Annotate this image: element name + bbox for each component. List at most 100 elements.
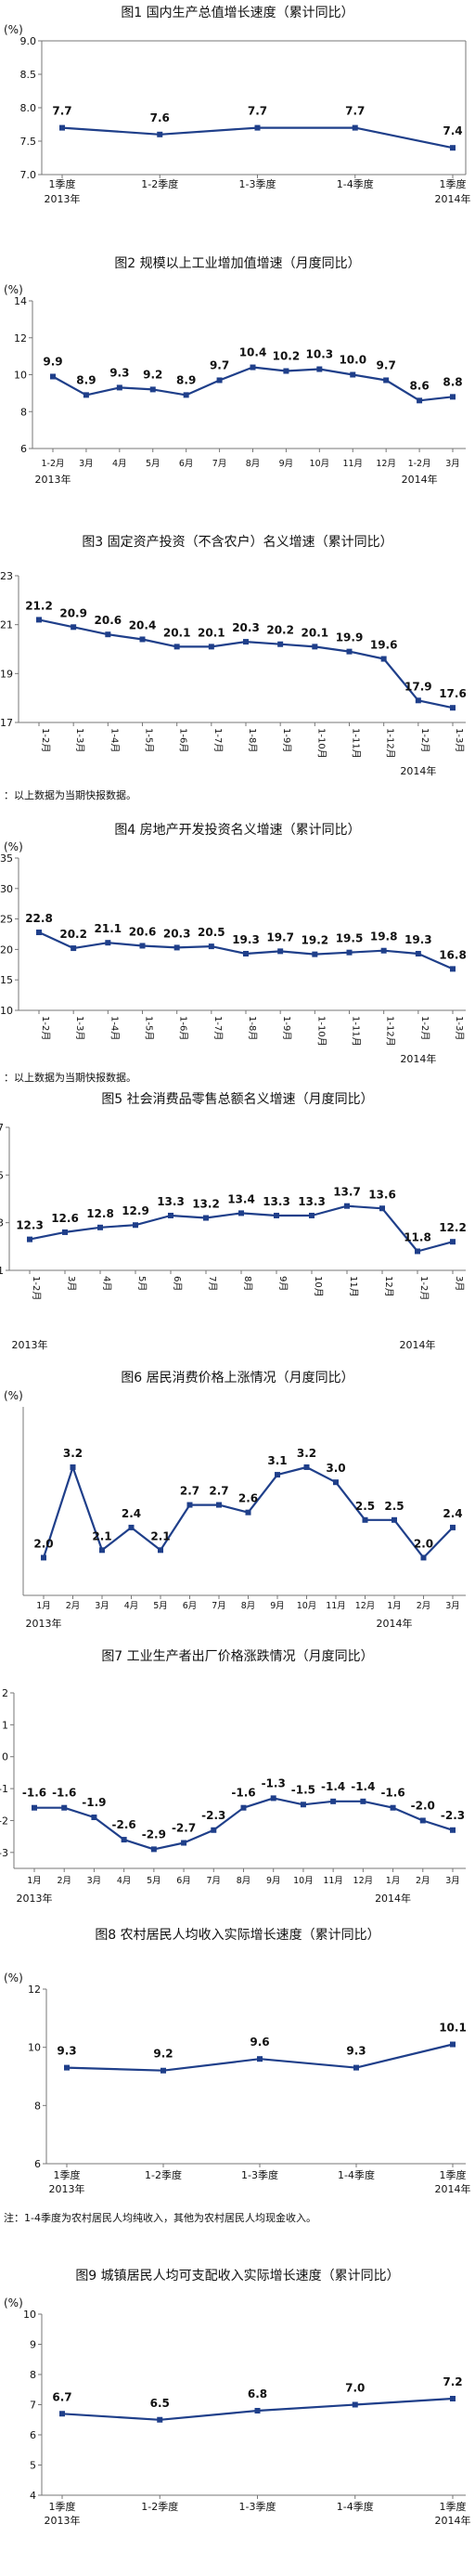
chart-5-xcat-label: 1-2月 xyxy=(31,1276,42,1300)
chart-3-data-label: 20.3 xyxy=(232,621,260,634)
chart-8-data-label: 10.1 xyxy=(439,2022,467,2035)
chart-3-ytick-label: 21 xyxy=(0,619,13,631)
chart-7-data-label: -2.7 xyxy=(172,1822,196,1835)
chart-3-xcat-label: 1-11月 xyxy=(351,728,362,759)
chart-4-note: ：以上数据为当期快报数据。 xyxy=(4,1071,136,1084)
chart-2-data-label: 9.2 xyxy=(143,368,162,381)
chart-5-xcat-label: 11月 xyxy=(348,1276,359,1297)
chart-1-year-label: 2014年 xyxy=(435,192,471,205)
chart-4-point xyxy=(415,950,421,956)
chart-4-ytick-label: 35 xyxy=(0,852,13,865)
chart-7-point xyxy=(270,1795,276,1802)
chart-2-xcat-label: 4月 xyxy=(112,459,127,469)
chart-9-point xyxy=(254,2408,261,2413)
chart-6-point xyxy=(70,1464,76,1470)
chart-6-xcat-label: 9月 xyxy=(270,1601,285,1611)
chart-7-data-label: -1.6 xyxy=(231,1787,255,1800)
chart-6-data-label: 2.1 xyxy=(150,1529,170,1542)
chart-4-xcat-label: 1-3月 xyxy=(454,1016,465,1040)
chart-5-point xyxy=(203,1215,209,1221)
chart-9-data-label: 6.8 xyxy=(248,2387,267,2400)
chart-3-xcat-label: 1-9月 xyxy=(281,728,292,752)
chart-3-point xyxy=(415,697,421,704)
chart-6-point xyxy=(158,1547,163,1554)
chart-4-point xyxy=(36,930,42,936)
chart-5-data-label: 13.3 xyxy=(157,1195,185,1208)
chart-8-xcat-label: 1季度 xyxy=(440,2168,467,2181)
chart-7-ytick-label: -1 xyxy=(0,1783,8,1795)
chart-5-xcat-label: 1-2月 xyxy=(418,1276,430,1300)
chart-9-title: 图9 城镇居民人均可支配收入实际增长速度（累计同比） xyxy=(75,2269,399,2283)
chart-4-data-label: 19.3 xyxy=(404,933,432,946)
chart-5-data-label: 11.8 xyxy=(404,1230,431,1243)
chart-8-ytick-label: 8 xyxy=(34,2100,41,2112)
chart-7-data-label: -1.4 xyxy=(321,1780,345,1793)
chart-4-ytick-label: 20 xyxy=(0,943,13,956)
chart-2-ytick-label: 8 xyxy=(20,406,27,418)
chart-6-xcat-label: 2月 xyxy=(66,1601,81,1611)
chart-7-data-label: -2.9 xyxy=(142,1828,166,1841)
chart-3-xcat-label: 1-5月 xyxy=(144,728,155,752)
chart-1-data-label: 7.4 xyxy=(443,124,462,137)
chart-2-ytick-label: 14 xyxy=(14,295,27,307)
chart-6-xcat-label: 11月 xyxy=(326,1601,346,1611)
chart-5-point xyxy=(450,1239,456,1245)
chart-8-data-label: 9.6 xyxy=(250,2036,269,2049)
chart-4-ytick-label: 30 xyxy=(0,883,13,895)
chart-2-ytick-label: 10 xyxy=(14,370,27,382)
chart-7-point xyxy=(390,1804,396,1811)
chart-6-year-label: 2013年 xyxy=(26,1617,62,1630)
chart-9-year-label: 2014年 xyxy=(435,2514,471,2527)
chart-8-xcat-label: 1季度 xyxy=(54,2168,81,2181)
chart-2-data-label: 9.7 xyxy=(210,358,229,371)
chart-2-point xyxy=(216,377,223,384)
chart-2-data-label: 10.2 xyxy=(273,350,301,363)
chart-5-point xyxy=(238,1210,244,1216)
chart-7-point xyxy=(32,1804,37,1811)
chart-9-xcat-label: 1-4季度 xyxy=(337,2500,374,2513)
chart-9-data-label: 6.5 xyxy=(150,2397,170,2410)
chart-5-data-label: 12.9 xyxy=(122,1204,149,1217)
chart-4-point xyxy=(346,949,353,956)
chart-6-point xyxy=(216,1502,222,1508)
chart-7-year-label: 2014年 xyxy=(375,1892,411,1905)
chart-5-xcat-label: 4月 xyxy=(101,1276,112,1291)
chart-3-year-label: 2014年 xyxy=(400,764,436,777)
chart-6-data-label: 2.1 xyxy=(92,1529,111,1542)
chart-1-xcat-label: 1-3季度 xyxy=(239,177,276,190)
chart-6-point xyxy=(392,1516,397,1523)
chart-3-note: ：以上数据为当期快报数据。 xyxy=(4,788,136,801)
chart-7-ytick-label: -3 xyxy=(0,1847,8,1859)
chart-3-point xyxy=(36,617,42,623)
chart-4-data-label: 20.5 xyxy=(198,926,225,939)
chart-5-data-label: 13.2 xyxy=(192,1198,220,1211)
chart-4-point xyxy=(71,945,77,952)
chart-6-data-label: 2.5 xyxy=(384,1500,404,1513)
chart-1-series-line xyxy=(61,126,454,150)
chart-6-xcat-label: 6月 xyxy=(183,1601,198,1611)
chart-6-point xyxy=(450,1524,456,1530)
chart-2-point xyxy=(183,392,189,398)
chart-4-data-label: 20.6 xyxy=(129,925,157,938)
chart-1-ytick-label: 8.5 xyxy=(20,69,37,81)
chart-3-data-label: 20.9 xyxy=(59,606,87,619)
chart-8-xcat-label: 1-3季度 xyxy=(241,2168,278,2181)
chart-2-point xyxy=(250,364,256,371)
chart-2-point xyxy=(83,392,89,398)
chart-9-xcat-label: 1季度 xyxy=(49,2500,76,2513)
chart-8-note: 注：1-4季度为农村居民人均纯收入，其他为农村居民人均现金收入。 xyxy=(4,2211,316,2224)
chart-2-point xyxy=(50,373,56,380)
chart-1-xcat-label: 1-4季度 xyxy=(337,177,374,190)
chart-7-ytick-label: 1 xyxy=(2,1719,8,1731)
chart-6-xcat-label: 5月 xyxy=(153,1601,168,1611)
chart-5-xcat-label: 7月 xyxy=(207,1276,218,1291)
chart-8-data-label: 9.2 xyxy=(153,2048,173,2061)
chart-3-ytick-label: 19 xyxy=(0,668,13,680)
chart-7-data-label: -1.6 xyxy=(22,1787,46,1800)
chart-2-data-label: 9.7 xyxy=(377,358,396,371)
chart-6-point xyxy=(186,1502,193,1508)
chart-4-xcat-label: 1-9月 xyxy=(281,1016,292,1040)
chart-7-xcat-label: 2月 xyxy=(416,1876,430,1886)
chart-4-xcat-label: 1-2月 xyxy=(419,1016,430,1040)
chart-7-xcat-label: 1月 xyxy=(386,1876,401,1886)
